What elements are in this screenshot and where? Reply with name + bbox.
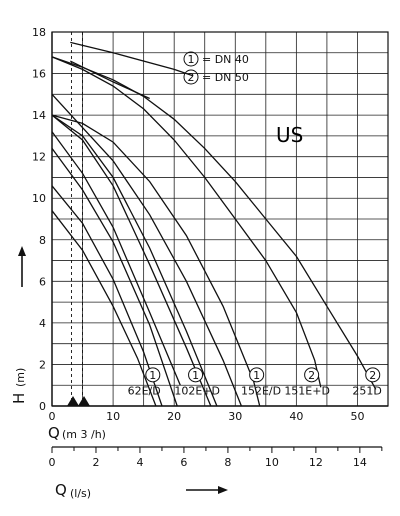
pump-curve-6 <box>51 114 218 407</box>
y-tick-label: 14 <box>32 109 46 122</box>
x2-tick-label: 4 <box>136 456 143 469</box>
plot-frame <box>51 31 389 407</box>
y-tick-label: 8 <box>39 234 46 247</box>
legend: 1 = DN 40 2 = DN 50 <box>183 51 249 85</box>
curve-group-marker-text: 1 <box>253 369 260 382</box>
x2-tick-label: 6 <box>180 456 187 469</box>
y-tick-label: 2 <box>39 358 46 371</box>
x2-tick-label: 12 <box>309 456 323 469</box>
y-tick-label: 16 <box>32 68 46 81</box>
region-label: US <box>276 123 303 147</box>
x2-tick-label: 14 <box>353 456 367 469</box>
chart-grid <box>51 31 389 407</box>
x-tick-label: 30 <box>228 410 242 423</box>
curve-group-marker <box>365 367 381 383</box>
pump-curve-1 <box>51 210 157 407</box>
pump-curve-4 <box>51 148 178 407</box>
x-tick-label: 50 <box>350 410 364 423</box>
pump-curve-7 <box>51 93 243 407</box>
pump-curve-3 <box>51 131 181 386</box>
curve-group-marker-text: 2 <box>308 369 315 382</box>
legend-marker-2-text: 2 <box>188 71 195 84</box>
y-axis-label-unit: (m) <box>14 368 27 387</box>
x-axis-label-unit: (m 3 /h) <box>62 428 106 441</box>
triangle-marker-2 <box>78 396 90 406</box>
legend-marker-1-text: 1 <box>188 53 195 66</box>
chart-series <box>51 41 377 407</box>
curve-group-marker-text: 1 <box>149 369 156 382</box>
x2-axis-label-unit: (l/s) <box>70 487 91 500</box>
y-axis-label-main: H <box>10 393 28 404</box>
curve-group-marker <box>188 367 204 383</box>
x-tick-label: 20 <box>167 410 181 423</box>
chart-labels: 62E/D 102E+D 152E/D 151E+D 251D 1 1 1 2 2 <box>128 367 382 398</box>
legend-item-2: = DN 50 <box>202 71 249 84</box>
curve-label: 151E+D <box>284 385 330 398</box>
x2-tick-label: 8 <box>224 456 231 469</box>
curve-group-marker <box>304 367 320 383</box>
pump-curve-11 <box>70 41 193 77</box>
pump-curve-8 <box>51 114 261 407</box>
y-tick-label: 18 <box>32 26 46 39</box>
y-tick-label: 10 <box>32 192 46 205</box>
y-tick-label: 12 <box>32 151 46 164</box>
curve-label: 251D <box>352 385 381 398</box>
triangle-marker-1 <box>67 396 79 406</box>
curve-group-marker-text: 1 <box>192 369 199 382</box>
pump-curve-10 <box>51 56 377 390</box>
right-arrow-icon <box>186 486 228 494</box>
curve-group-marker <box>145 367 161 383</box>
pump-curve-12 <box>70 60 150 100</box>
x2-tick-label: 0 <box>49 456 56 469</box>
x-tick-label: 40 <box>289 410 303 423</box>
pump-curve-9 <box>51 56 322 388</box>
x-tick-label: 10 <box>106 410 120 423</box>
x2-tick-label: 10 <box>265 456 279 469</box>
curve-group-marker <box>249 367 265 383</box>
x2-tick-label: 2 <box>92 456 99 469</box>
x-tick-label: 0 <box>49 410 56 423</box>
curve-label: 102E+D <box>174 385 220 398</box>
y-tick-label: 6 <box>39 275 46 288</box>
curve-label: 62E/D <box>128 385 161 398</box>
pump-curve-5 <box>51 114 212 407</box>
y-tick-label: 0 <box>39 400 46 413</box>
y-tick-label: 4 <box>39 317 46 330</box>
x-axis-label-main: Q <box>48 424 60 442</box>
curve-label: 152E/D <box>241 385 281 398</box>
curve-group-marker-text: 2 <box>369 369 376 382</box>
legend-marker-1 <box>183 51 199 67</box>
up-arrow-icon <box>18 246 26 287</box>
x2-axis-label-main: Q <box>55 481 67 499</box>
legend-item-1: = DN 40 <box>202 53 249 66</box>
legend-marker-2 <box>183 69 199 85</box>
